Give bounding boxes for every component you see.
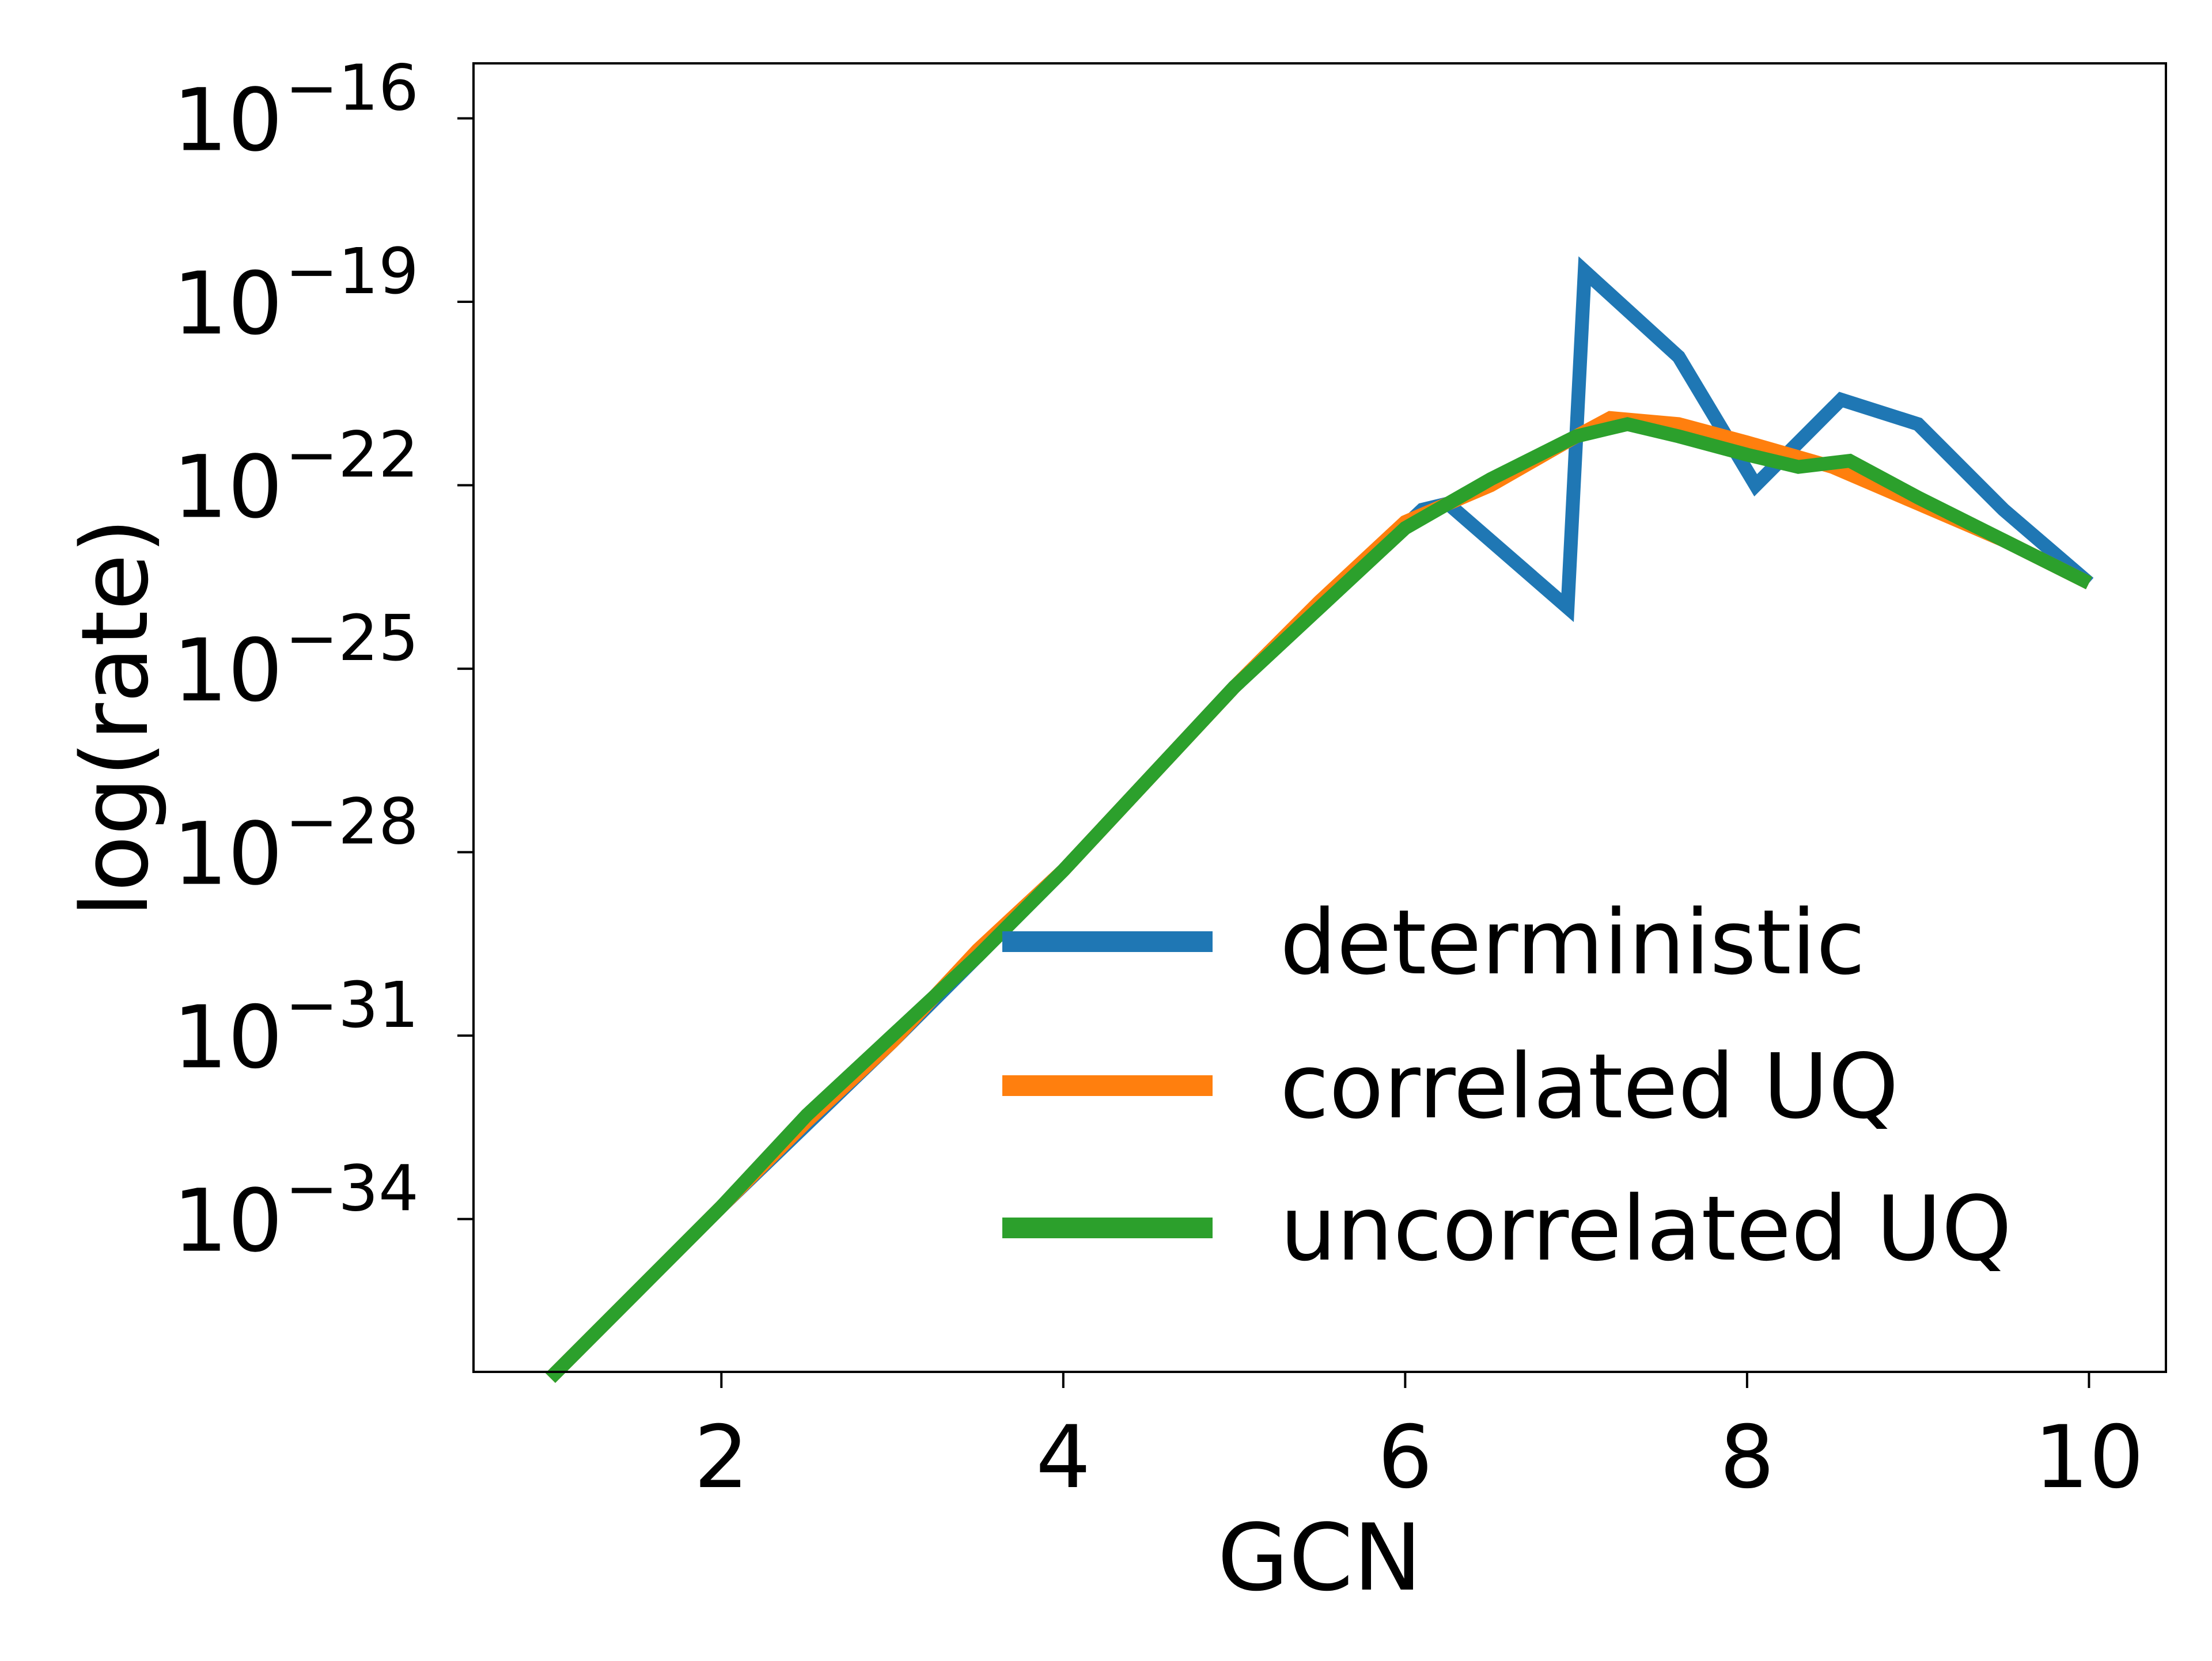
- series-layer: [546, 256, 2094, 1383]
- x-tick-label: 6: [1378, 1408, 1433, 1508]
- x-tick-label: 10: [2034, 1408, 2144, 1508]
- legend-label: correlated UQ: [1280, 1034, 1899, 1139]
- plot-frame: [472, 62, 2167, 1373]
- legend-label: uncorrelated UQ: [1280, 1177, 2012, 1281]
- series-line-uncorrelated-uq: [546, 417, 2092, 1383]
- x-tick-label: 8: [1719, 1408, 1774, 1508]
- x-axis-label: GCN: [1217, 1504, 1422, 1611]
- legend-label: deterministic: [1280, 890, 1865, 995]
- y-axis-label: log(rate): [61, 518, 169, 917]
- legend: deterministic correlated UQ uncorrelated U…: [1002, 890, 2012, 1281]
- x-axis: 2 4 6 8 10: [694, 1372, 2144, 1508]
- x-tick-label: 4: [1036, 1408, 1090, 1508]
- x-tick-label: 2: [694, 1408, 749, 1508]
